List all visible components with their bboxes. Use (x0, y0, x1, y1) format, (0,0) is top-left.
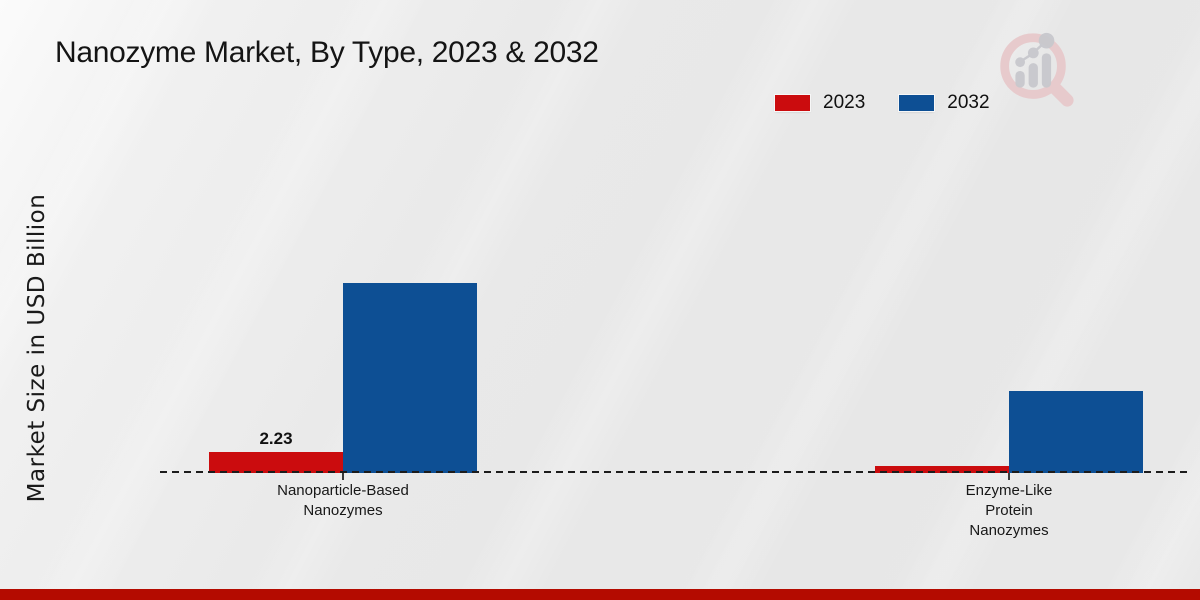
x-axis-tick (342, 473, 344, 480)
category-label-group2: Enzyme-Like Protein Nanozymes (965, 482, 1053, 539)
bar-2032-group2 (1009, 391, 1143, 473)
x-axis-tick (1008, 473, 1010, 480)
legend-item-2023: 2023 (775, 92, 865, 114)
chart-title: Nanozyme Market, By Type, 2023 & 2032 (55, 36, 599, 69)
legend-label-2032: 2032 (947, 92, 990, 113)
bar-2023-group2 (875, 466, 1009, 473)
legend-label-2023: 2023 (823, 92, 866, 113)
bar-value-label: 2.23 (259, 429, 293, 448)
bar-2032-group1 (343, 283, 477, 473)
x-axis-baseline (160, 471, 1191, 473)
legend: 2023 2032 (775, 92, 990, 114)
brand-logo-magnifier-chart-icon (1000, 32, 1074, 107)
footer-accent-bar (0, 589, 1200, 600)
legend-item-2032: 2032 (899, 92, 990, 114)
bar-2023-group1 (209, 452, 343, 473)
legend-swatch-2023 (775, 95, 810, 111)
category-label-group1: Nanoparticle-Based Nanozymes (277, 482, 409, 519)
legend-swatch-2032 (899, 95, 935, 111)
